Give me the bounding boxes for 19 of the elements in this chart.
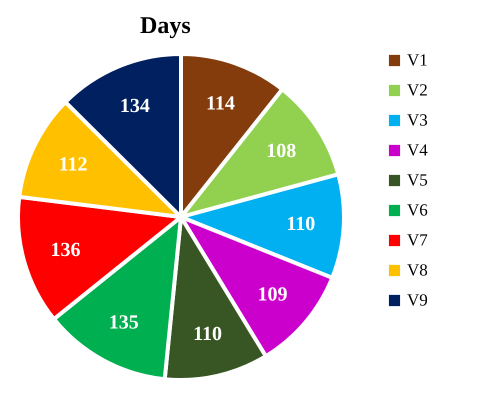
data-label: 112 bbox=[58, 153, 88, 176]
data-label: 114 bbox=[206, 92, 235, 115]
legend-label: V8 bbox=[407, 260, 428, 280]
legend-label: V3 bbox=[407, 110, 428, 130]
data-label: 135 bbox=[108, 311, 139, 334]
legend-label: V2 bbox=[407, 80, 428, 100]
data-label: 136 bbox=[50, 238, 81, 261]
data-label: 110 bbox=[193, 323, 222, 346]
legend-label: V9 bbox=[407, 290, 428, 310]
legend-label: V6 bbox=[407, 200, 428, 220]
legend-label: V4 bbox=[407, 140, 428, 160]
data-label: 134 bbox=[120, 95, 150, 118]
data-label: 108 bbox=[266, 140, 296, 162]
legend-label: V7 bbox=[407, 230, 428, 250]
data-label: 110 bbox=[286, 213, 316, 236]
data-label: 109 bbox=[258, 284, 288, 306]
legend-label: V1 bbox=[407, 50, 428, 70]
legend-label: V5 bbox=[407, 170, 428, 190]
chart-title: Days bbox=[140, 13, 191, 39]
